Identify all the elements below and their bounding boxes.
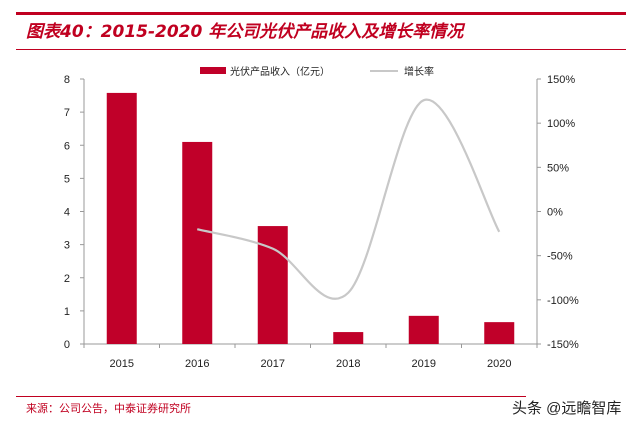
left-tick-label: 3 (64, 240, 70, 252)
left-tick-label: 7 (64, 107, 70, 119)
x-tick-label: 2015 (110, 358, 134, 370)
chart-title: 图表40：2015-2020 年公司光伏产品收入及增长率情况 (26, 22, 464, 42)
bar-2016 (182, 141, 213, 344)
growth-rate-line (196, 98, 501, 300)
title-top-rule (16, 12, 626, 15)
source-note: 来源：公司公告，中泰证券研究所 (26, 402, 191, 415)
x-tick-label: 2019 (412, 358, 436, 370)
bar-2018 (333, 332, 364, 344)
bar-2020 (484, 322, 515, 344)
x-tick-label: 2018 (336, 358, 360, 370)
left-tick-label: 0 (64, 339, 70, 351)
right-tick-label: 50% (547, 162, 569, 174)
left-tick-label: 4 (64, 207, 70, 219)
right-tick-label: 0% (547, 207, 563, 219)
right-tick-label: 100% (547, 118, 575, 130)
right-tick-label: -150% (547, 339, 579, 351)
left-tick-label: 6 (64, 140, 70, 152)
left-tick-label: 8 (64, 74, 70, 86)
bar-2019 (408, 315, 439, 344)
left-tick-label: 1 (64, 306, 70, 318)
legend-line-label: 增长率 (404, 65, 434, 78)
title-bottom-rule (16, 49, 626, 50)
right-tick-label: 150% (547, 74, 575, 86)
x-tick-label: 2020 (487, 358, 511, 370)
watermark: 头条 @远瞻智库 (512, 400, 622, 417)
right-tick-label: -100% (547, 295, 579, 307)
footer-rule (16, 396, 526, 397)
legend-bar-label: 光伏产品收入（亿元） (230, 65, 330, 78)
x-tick-label: 2016 (185, 358, 209, 370)
right-tick-label: -50% (547, 251, 573, 263)
bar-2015 (106, 92, 137, 344)
left-tick-label: 5 (64, 173, 70, 185)
x-tick-label: 2017 (261, 358, 285, 370)
legend-bar-swatch (200, 67, 226, 74)
left-tick-label: 2 (64, 273, 70, 285)
